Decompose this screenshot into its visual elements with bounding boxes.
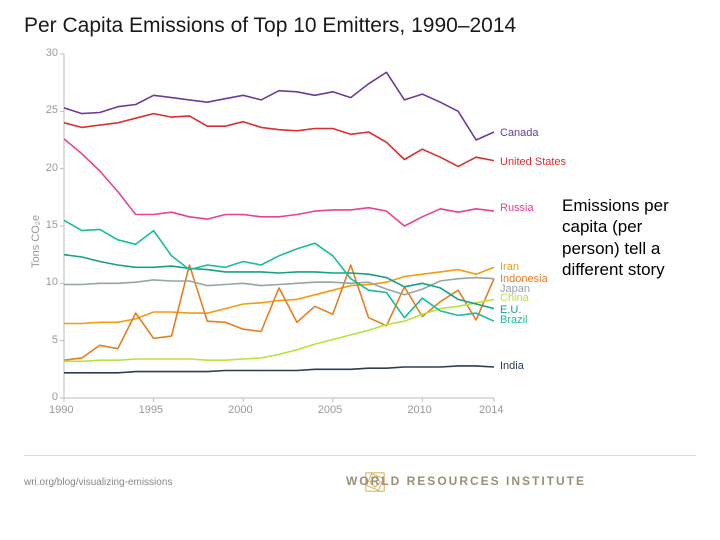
series-label-china: China: [500, 292, 529, 304]
x-tick: 1990: [49, 404, 73, 416]
y-tick: 10: [36, 276, 58, 288]
y-tick: 15: [36, 219, 58, 231]
footer: wri.org/blog/visualizing-emissions WORLD…: [24, 462, 696, 488]
y-tick: 20: [36, 162, 58, 174]
y-tick: 5: [36, 334, 58, 346]
x-tick: 2014: [479, 404, 503, 416]
series-label-brazil: Brazil: [500, 314, 528, 326]
series-label-india: India: [500, 360, 524, 372]
source-url: wri.org/blog/visualizing-emissions: [24, 477, 172, 488]
annotation-text: Emissions per capita (per person) tell a…: [562, 195, 692, 280]
series-label-iran: Iran: [500, 261, 519, 273]
y-tick: 25: [36, 104, 58, 116]
series-label-russia: Russia: [500, 202, 534, 214]
org-name: WORLD RESOURCES INSTITUTE: [346, 474, 586, 488]
series-label-canada: Canada: [500, 127, 539, 139]
series-label-united-states: United States: [500, 156, 566, 168]
y-tick: 0: [36, 391, 58, 403]
y-tick: 30: [36, 47, 58, 59]
x-tick: 2000: [228, 404, 252, 416]
x-tick: 1995: [139, 404, 163, 416]
x-tick: 2010: [407, 404, 431, 416]
x-tick: 2005: [318, 404, 342, 416]
footer-divider: [24, 455, 696, 456]
